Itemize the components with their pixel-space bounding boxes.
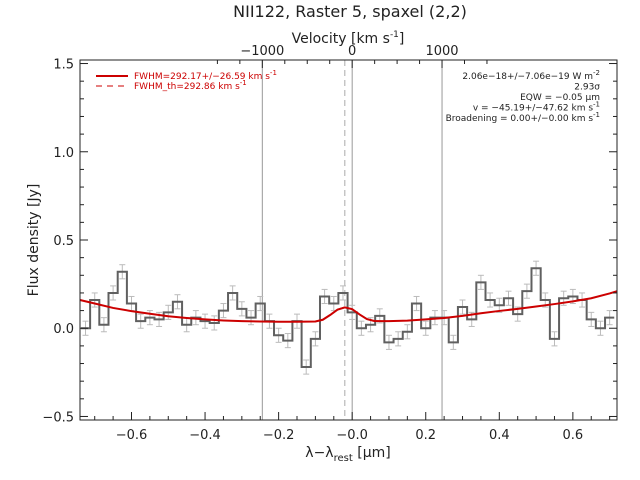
error-bars — [82, 260, 613, 375]
line-profile-fit — [315, 306, 389, 322]
y-tick-label: 1.5 — [53, 58, 74, 73]
x-tick-label: −0.0 — [336, 428, 368, 443]
y-tick-label: 1.0 — [53, 146, 74, 161]
legend-label: FWHM_th=292.86 km s-1 — [134, 79, 247, 92]
x-tick-label: 0.4 — [489, 428, 510, 443]
chart-title: NII122, Raster 5, spaxel (2,2) — [233, 2, 467, 21]
y-tick-label: 0.0 — [53, 322, 74, 337]
top-tick-label: 1000 — [425, 44, 458, 59]
x-axis: −0.6 −0.4 −0.2 −0.0 0.2 0.4 0.6 — [94, 412, 611, 443]
x-axis-title: λ−λrest [μm] — [305, 445, 390, 464]
y-tick-label: 0.5 — [53, 234, 74, 249]
y-axis: −0.5 0.0 0.5 1.0 1.5 — [42, 58, 617, 425]
legend-label: FWHM=292.17+/−26.59 km s-1 — [134, 69, 277, 82]
annotation-line: 2.06e−18+/−7.06e−19 W m-2 — [462, 69, 600, 82]
top-velocity-axis: −1000 0 1000 — [216, 44, 488, 68]
legend: FWHM=292.17+/−26.59 km s-1FWHM_th=292.86… — [96, 69, 277, 92]
spectrum-histogram — [80, 267, 615, 369]
vertical-reference-lines — [261, 60, 443, 420]
annotation-line: Broadening = 0.00+/−0.00 km s-1 — [446, 111, 600, 124]
annotation-line: 2.93σ — [574, 83, 600, 93]
x-tick-label: −0.6 — [116, 428, 148, 443]
x-tick-label: −0.2 — [263, 428, 295, 443]
series-layer — [79, 260, 618, 375]
x-tick-label: 0.2 — [415, 428, 436, 443]
top-tick-label: −1000 — [240, 44, 284, 59]
y-tick-label: −0.5 — [42, 410, 74, 425]
annotation-line: EQW = −0.05 μm — [520, 93, 600, 103]
annotation-line: v = −45.19+/−47.62 km s-1 — [473, 101, 600, 114]
top-tick-label: 0 — [348, 44, 356, 59]
top-axis-title: Velocity [km s-1] — [292, 30, 405, 47]
y-axis-title: Flux density [Jy] — [26, 184, 42, 297]
x-tick-label: 0.6 — [563, 428, 584, 443]
x-tick-label: −0.4 — [189, 428, 221, 443]
